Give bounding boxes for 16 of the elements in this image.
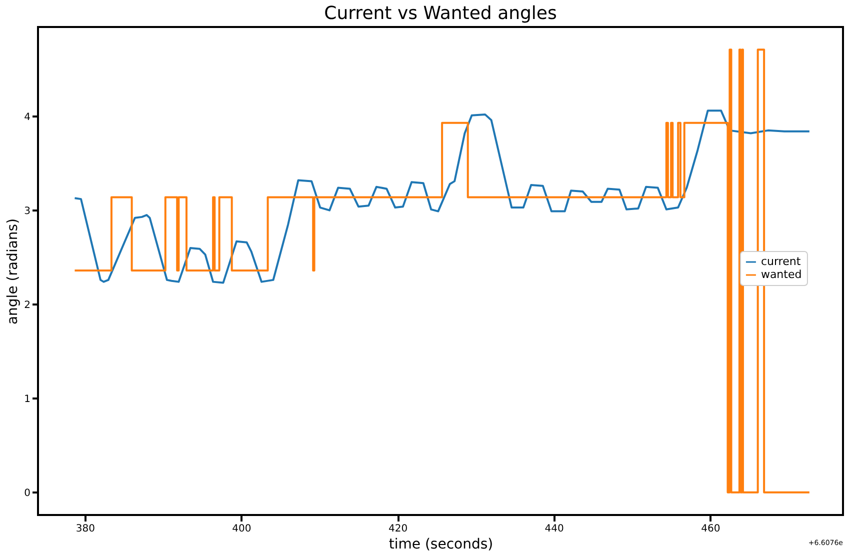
x-axis-title: time (seconds) — [388, 536, 494, 552]
y-tick-label: 2 — [24, 300, 30, 311]
y-tick-label: 1 — [24, 394, 30, 405]
x-tick-label: 380 — [76, 524, 95, 534]
line-series — [74, 110, 810, 284]
legend-label: wanted — [760, 268, 802, 281]
x-tick-label: 400 — [232, 524, 252, 534]
y-tick-label: 0 — [24, 488, 30, 499]
y-axis-title: angle (radians) — [5, 218, 22, 325]
x-tick-label: 460 — [701, 524, 720, 534]
x-tick-label: 420 — [388, 524, 408, 534]
legend-label: current — [760, 255, 802, 268]
y-tick-label: 3 — [24, 206, 30, 217]
chart-title: Current vs Wanted angles — [324, 3, 557, 24]
y-tick-label: 4 — [24, 112, 30, 123]
x-tick-label: 440 — [544, 524, 564, 534]
